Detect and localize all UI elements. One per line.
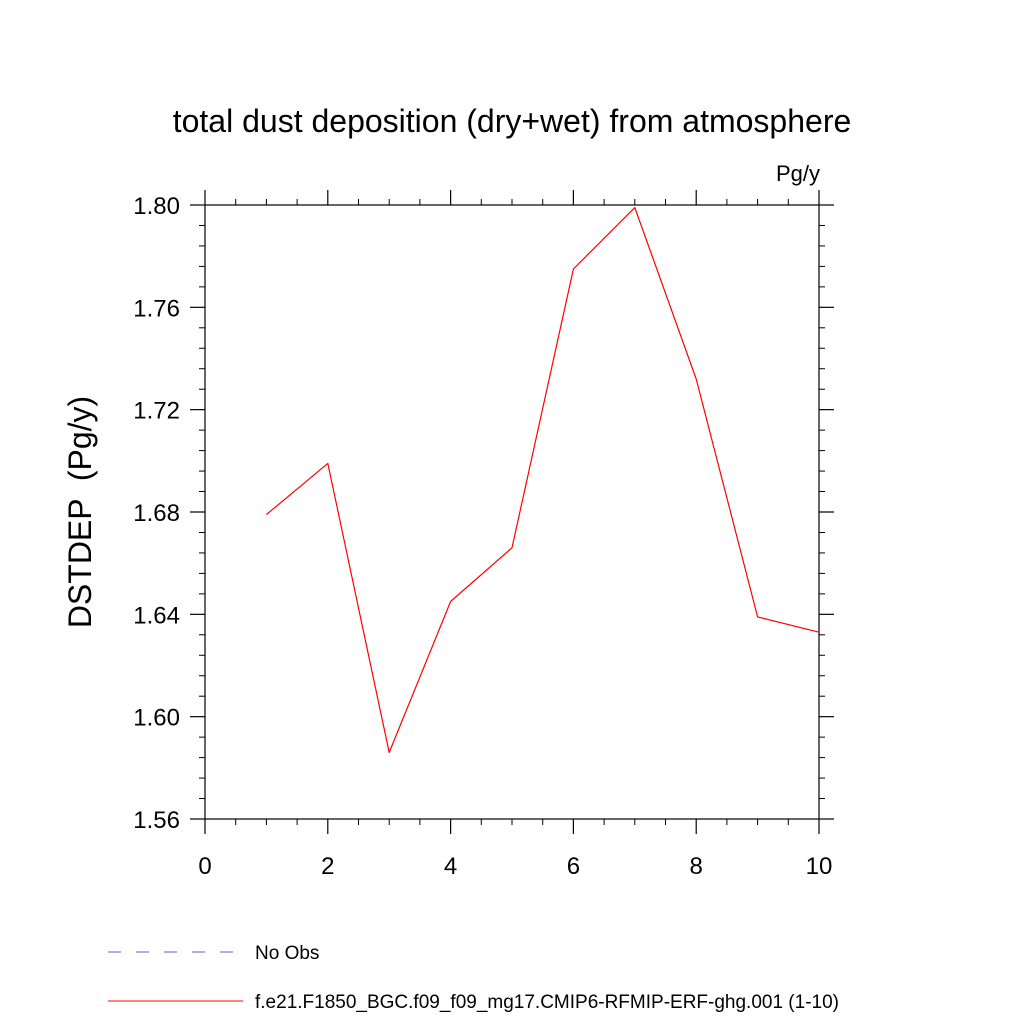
y-axis-label: DSTDEP (Pg/y): [62, 396, 98, 628]
ticks-layer: 0 2 4 6 8 10 1.56 1.60 1.64 1.68 1.72 1.76 1.80: [133, 190, 834, 880]
y-tick-label: 1.64: [133, 602, 180, 629]
x-tick-label: 10: [806, 853, 833, 880]
y-tick-label: 1.80: [133, 193, 180, 220]
series-layer: [266, 207, 820, 754]
y-tick-label: 1.60: [133, 705, 180, 732]
x-tick-label: 2: [321, 853, 334, 880]
y-tick-label: 1.68: [133, 500, 180, 527]
plot-frame: [204, 204, 820, 820]
x-tick-label: 8: [690, 853, 703, 880]
y-tick-label: 1.76: [133, 295, 180, 322]
chart-title: total dust deposition (dry+wet) from atm…: [173, 103, 852, 139]
legend-label: No Obs: [255, 943, 319, 964]
x-tick-label: 4: [444, 853, 457, 880]
x-tick-label: 0: [198, 853, 211, 880]
units-label: Pg/y: [776, 161, 820, 186]
legend: No Obs f.e21.F1850_BGC.f09_f09_mg17.CMIP6…: [108, 943, 839, 1013]
y-tick-label: 1.72: [133, 398, 180, 425]
series-line: [266, 207, 820, 754]
legend-label: f.e21.F1850_BGC.f09_f09_mg17.CMIP6-RFMIP…: [255, 992, 839, 1013]
y-tick-label: 1.56: [133, 807, 180, 834]
x-tick-label: 6: [567, 853, 580, 880]
